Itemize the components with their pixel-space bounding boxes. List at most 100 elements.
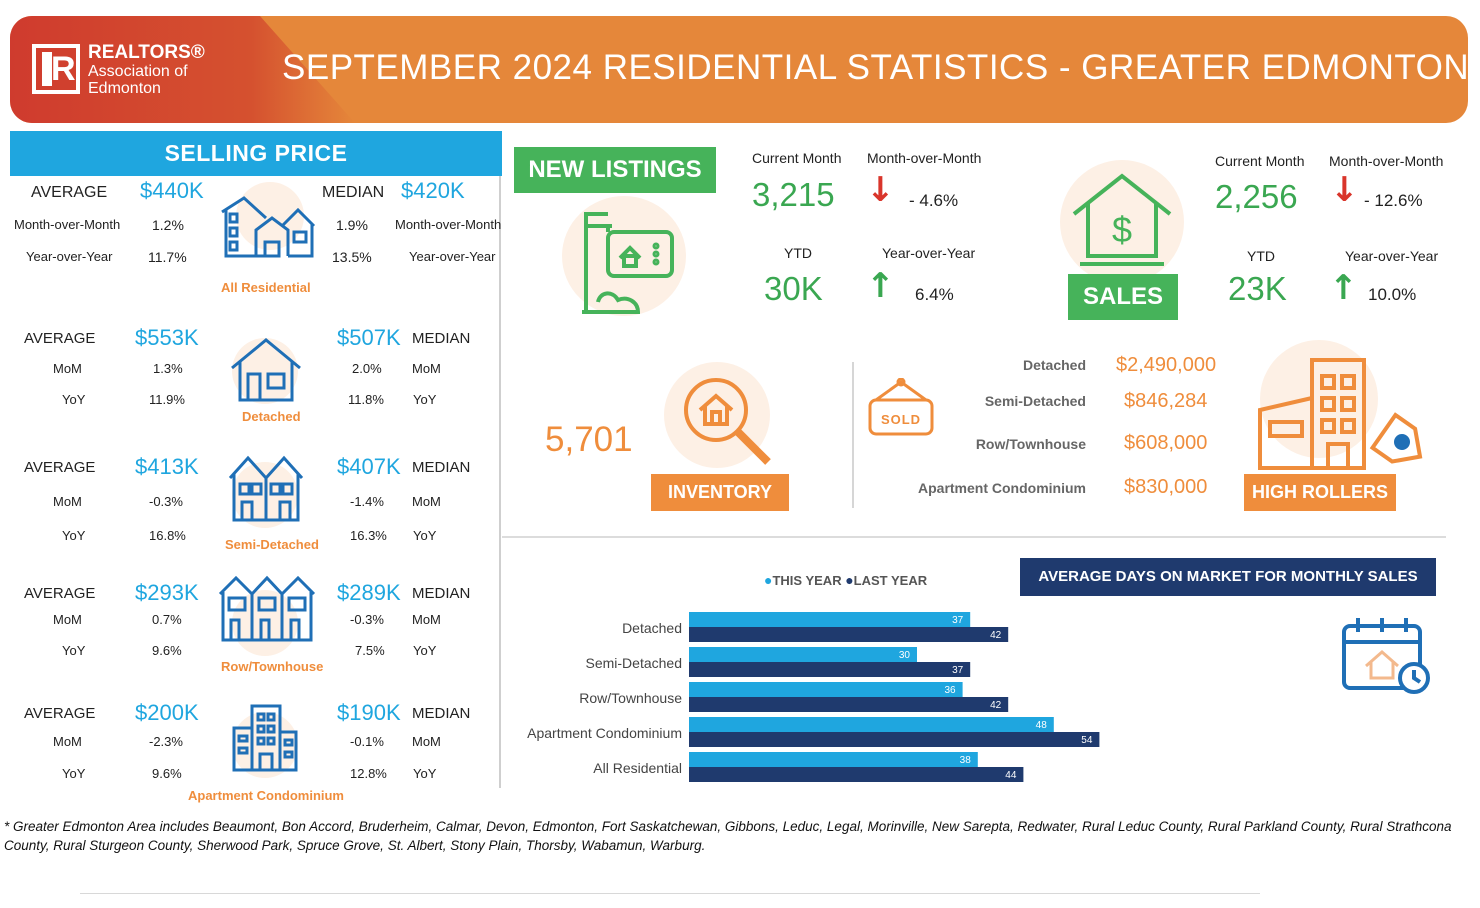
sold-sign-icon <box>868 378 934 436</box>
semi-average-price: $413K <box>135 454 199 479</box>
all-med-yoy: 13.5% <box>332 249 372 265</box>
bar-value-label: 37 <box>952 665 964 676</box>
semi-yoy-label-left: YoY <box>62 528 86 543</box>
icon-backdrop <box>232 590 298 656</box>
all-median-price: $420K <box>401 178 465 203</box>
row-avg-mom: 0.7% <box>152 612 182 627</box>
inventory-badge: INVENTORY <box>651 474 789 511</box>
arrow-up-icon: ↑ <box>1329 268 1358 308</box>
page-title: SEPTEMBER 2024 RESIDENTIAL STATISTICS - … <box>282 48 1468 87</box>
bar-value-label: 42 <box>990 700 1002 711</box>
bar <box>689 732 1100 747</box>
listings-mom-label: Month-over-Month <box>867 150 982 166</box>
sales-current-value: 2,256 <box>1215 178 1298 215</box>
semi-mom-label-right: MoM <box>412 494 441 509</box>
all-median-label: MEDIAN <box>322 184 385 201</box>
bar <box>689 612 971 627</box>
row-median-label: MEDIAN <box>412 585 471 602</box>
apt-yoy-label-left: YoY <box>62 766 86 781</box>
houses-icon <box>221 196 316 258</box>
apt-mom-label-left: MoM <box>53 734 82 749</box>
bar <box>689 647 917 662</box>
listings-ytd-label: YTD <box>784 245 812 261</box>
apt-med-mom: -0.1% <box>350 734 384 749</box>
bar-value-label: 38 <box>960 755 972 766</box>
sales-ytd-value: 23K <box>1228 270 1287 307</box>
apt-median-price: $190K <box>337 700 401 725</box>
sales-yoy-value: 10.0% <box>1368 285 1417 304</box>
bar <box>689 682 963 697</box>
section-divider <box>502 536 1446 538</box>
all-yoy-label-left: Year-over-Year <box>26 249 113 264</box>
apt-yoy-label-right: YoY <box>413 766 437 781</box>
org-name-line3: Edmonton <box>88 80 161 97</box>
detached-mom-label-left: MoM <box>53 361 82 376</box>
bar-value-label: 30 <box>899 650 911 661</box>
category-label: Row/Townhouse <box>579 690 682 706</box>
inventory-value: 5,701 <box>545 420 633 459</box>
legend-last-year-icon: ● <box>845 572 854 588</box>
row-mom-label-left: MoM <box>53 612 82 627</box>
semi-med-yoy: 16.3% <box>350 528 387 543</box>
office-building-tag-icon <box>1258 358 1423 470</box>
category-label: Detached <box>622 620 682 636</box>
hr-detached-type: Detached <box>1022 357 1086 373</box>
listing-sign-icon <box>582 212 674 314</box>
org-name-line1: REALTORS® <box>88 42 205 63</box>
detached-med-mom: 2.0% <box>352 361 382 376</box>
row-med-mom: -0.3% <box>350 612 384 627</box>
detached-avg-mom: 1.3% <box>153 361 183 376</box>
calendar-icon <box>1342 618 1430 694</box>
bar <box>689 752 978 767</box>
svg-text:$: $ <box>1112 209 1132 250</box>
semi-average-label: AVERAGE <box>24 459 96 476</box>
section-divider <box>852 362 854 508</box>
magnifier-house-icon <box>684 378 771 465</box>
detached-median-price: $507K <box>337 325 401 350</box>
listings-ytd-value: 30K <box>764 270 823 307</box>
arrow-down-icon: ↓ <box>866 170 895 210</box>
all-mom-label-right: Month-over-Month <box>395 217 502 232</box>
category-label: Semi-Detached <box>586 655 683 671</box>
listings-mom-value: - 4.6% <box>909 191 959 210</box>
days-on-market-chart: Detached 37 42 Semi-Detached 30 37 Row/Townhou… <box>527 612 1100 782</box>
semi-yoy-label-right: YoY <box>413 528 437 543</box>
row-average-price: $293K <box>135 580 199 605</box>
arrow-down-icon: ↓ <box>1330 170 1359 210</box>
org-name-line2: Association of <box>88 63 188 80</box>
bar-value-label: 37 <box>952 615 964 626</box>
all-mom-label-left: Month-over-Month <box>14 217 121 232</box>
all-residential-type-label: All Residential <box>221 280 311 295</box>
apt-avg-mom: -2.3% <box>149 734 183 749</box>
apt-average-label: AVERAGE <box>24 705 96 722</box>
detached-median-label: MEDIAN <box>412 330 471 347</box>
row-type-label: Row/Townhouse <box>221 659 324 674</box>
realtor-logo-icon: R <box>32 44 80 94</box>
all-avg-yoy: 11.7% <box>148 249 187 265</box>
bar-value-label: 44 <box>1005 770 1017 781</box>
bar <box>689 627 1009 642</box>
listings-yoy-label: Year-over-Year <box>882 245 976 261</box>
bar-value-label: 36 <box>944 685 956 696</box>
bar-value-label: 48 <box>1036 720 1048 731</box>
hr-detached-price: $2,490,000 <box>1116 354 1217 376</box>
chart-legend: ●THIS YEAR ●LAST YEAR <box>764 572 927 588</box>
semi-type-label: Semi-Detached <box>225 537 319 552</box>
legend-this-year-icon: ● <box>764 572 773 588</box>
bar <box>689 767 1024 782</box>
bottom-rule <box>80 893 1260 894</box>
listings-yoy-value: 6.4% <box>915 285 954 304</box>
apt-median-label: MEDIAN <box>412 705 471 722</box>
semi-detached-house-icon <box>228 455 304 522</box>
row-med-yoy: 7.5% <box>355 643 385 658</box>
panel-divider <box>499 176 501 788</box>
apartment-building-icon <box>232 704 298 772</box>
detached-house-icon <box>231 338 301 402</box>
detached-yoy-label-left: YoY <box>62 392 86 407</box>
high-rollers-badge: HIGH ROLLERS <box>1244 474 1396 511</box>
detached-average-price: $553K <box>135 325 199 350</box>
semi-avg-yoy: 16.8% <box>149 528 186 543</box>
sold-sign-text: SOLD <box>880 412 922 427</box>
row-avg-yoy: 9.6% <box>152 643 182 658</box>
detached-mom-label-right: MoM <box>412 361 441 376</box>
